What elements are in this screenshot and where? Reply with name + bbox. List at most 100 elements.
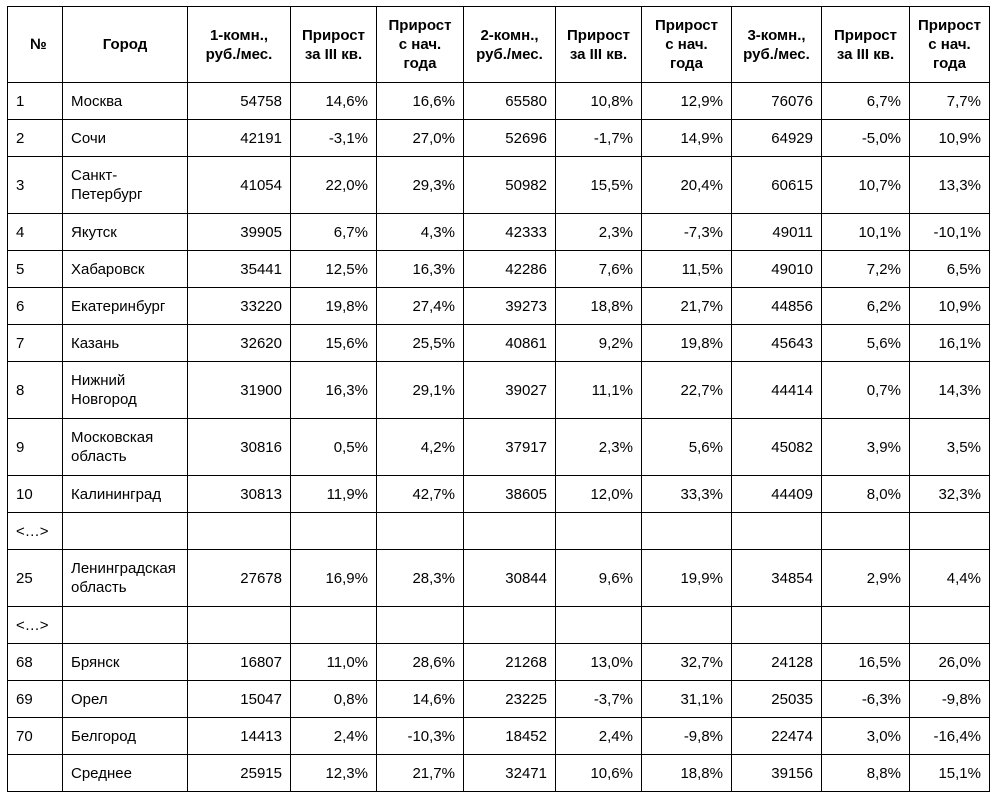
cell-1room-price: 25915	[187, 754, 291, 792]
cell-city	[62, 512, 188, 550]
cell-2room-q3-growth: 2,4%	[555, 717, 642, 755]
cell-rank: 69	[7, 680, 63, 718]
cell-2room-ytd-growth: 18,8%	[641, 754, 732, 792]
cell-1room-ytd-growth	[376, 512, 464, 550]
cell-city: Среднее	[62, 754, 188, 792]
column-header-1room-q3-growth: Прирост за III кв.	[290, 6, 377, 83]
column-header-3room-price: 3-комн., руб./мес.	[731, 6, 822, 83]
table-row: 68 Брянск 16807 11,0% 28,6% 21268 13,0% 32,7% 24…	[7, 643, 990, 681]
column-header-3room-q3-growth: Прирост за III кв.	[821, 6, 910, 83]
cell-1room-ytd-growth: 4,3%	[376, 213, 464, 251]
column-header-1room-ytd-growth: Прирост с нач. года	[376, 6, 464, 83]
rent-table: № Город 1-комн., руб./мес. Прирост за III к…	[7, 6, 990, 792]
cell-city: Казань	[62, 324, 188, 362]
cell-2room-price: 42333	[463, 213, 556, 251]
cell-2room-ytd-growth: 32,7%	[641, 643, 732, 681]
cell-3room-ytd-growth: 32,3%	[909, 475, 990, 513]
cell-2room-ytd-growth	[641, 606, 732, 644]
cell-1room-q3-growth: 2,4%	[290, 717, 377, 755]
cell-1room-ytd-growth: 29,1%	[376, 361, 464, 419]
cell-1room-ytd-growth: 21,7%	[376, 754, 464, 792]
cell-3room-q3-growth: 8,0%	[821, 475, 910, 513]
cell-2room-price: 18452	[463, 717, 556, 755]
cell-1room-price: 15047	[187, 680, 291, 718]
cell-3room-ytd-growth: 10,9%	[909, 119, 990, 157]
table-row: 70 Белгород 14413 2,4% -10,3% 18452 2,4% -9,8% 2…	[7, 717, 990, 755]
table-row: 7 Казань 32620 15,6% 25,5% 40861 9,2% 19,8% 4564…	[7, 324, 990, 362]
column-header-2room-ytd-growth: Прирост с нач. года	[641, 6, 732, 83]
cell-city: Санкт-Петербург	[62, 156, 188, 214]
cell-3room-q3-growth: 0,7%	[821, 361, 910, 419]
cell-2room-q3-growth: 18,8%	[555, 287, 642, 325]
cell-3room-ytd-growth: 16,1%	[909, 324, 990, 362]
cell-2room-price	[463, 606, 556, 644]
cell-3room-q3-growth: 10,1%	[821, 213, 910, 251]
cell-3room-q3-growth: 3,0%	[821, 717, 910, 755]
cell-1room-ytd-growth: 29,3%	[376, 156, 464, 214]
cell-2room-ytd-growth: 12,9%	[641, 82, 732, 120]
cell-1room-price	[187, 512, 291, 550]
cell-3room-q3-growth: -5,0%	[821, 119, 910, 157]
cell-rank: 6	[7, 287, 63, 325]
column-header-1room-price: 1-комн., руб./мес.	[187, 6, 291, 83]
cell-3room-price: 49010	[731, 250, 822, 288]
cell-2room-price: 37917	[463, 418, 556, 476]
cell-2room-q3-growth: 9,2%	[555, 324, 642, 362]
cell-2room-q3-growth: 10,6%	[555, 754, 642, 792]
cell-2room-price: 32471	[463, 754, 556, 792]
table-row: 69 Орел 15047 0,8% 14,6% 23225 -3,7% 31,1% 25035…	[7, 680, 990, 718]
cell-2room-ytd-growth: 14,9%	[641, 119, 732, 157]
gap-row: <…>	[7, 606, 990, 644]
cell-2room-q3-growth: 15,5%	[555, 156, 642, 214]
cell-rank: 7	[7, 324, 63, 362]
cell-3room-ytd-growth: 6,5%	[909, 250, 990, 288]
cell-rank: 5	[7, 250, 63, 288]
cell-2room-price	[463, 512, 556, 550]
cell-3room-q3-growth: -6,3%	[821, 680, 910, 718]
cell-2room-ytd-growth: 21,7%	[641, 287, 732, 325]
column-header-city: Город	[62, 6, 188, 83]
cell-2room-q3-growth: 13,0%	[555, 643, 642, 681]
cell-city	[62, 606, 188, 644]
cell-2room-q3-growth	[555, 512, 642, 550]
average-row: Среднее 25915 12,3% 21,7% 32471 10,6% 18,8% 391…	[7, 754, 990, 792]
cell-3room-price: 44856	[731, 287, 822, 325]
cell-3room-price: 44409	[731, 475, 822, 513]
cell-2room-price: 42286	[463, 250, 556, 288]
cell-2room-price: 39273	[463, 287, 556, 325]
cell-3room-ytd-growth	[909, 512, 990, 550]
cell-2room-q3-growth: 9,6%	[555, 549, 642, 607]
cell-1room-price: 54758	[187, 82, 291, 120]
cell-3room-q3-growth	[821, 512, 910, 550]
cell-rank: <…>	[7, 512, 63, 550]
cell-2room-ytd-growth: 19,8%	[641, 324, 732, 362]
cell-city: Москва	[62, 82, 188, 120]
table-body: 1 Москва 54758 14,6% 16,6% 65580 10,8% 12,9% 760…	[7, 82, 990, 792]
cell-2room-q3-growth: 7,6%	[555, 250, 642, 288]
cell-rank: 10	[7, 475, 63, 513]
cell-2room-ytd-growth: 11,5%	[641, 250, 732, 288]
cell-2room-q3-growth: -1,7%	[555, 119, 642, 157]
cell-1room-price: 30816	[187, 418, 291, 476]
cell-2room-price: 30844	[463, 549, 556, 607]
cell-city: Калининград	[62, 475, 188, 513]
cell-3room-price	[731, 512, 822, 550]
cell-3room-ytd-growth: 7,7%	[909, 82, 990, 120]
cell-2room-ytd-growth: 19,9%	[641, 549, 732, 607]
cell-1room-price: 35441	[187, 250, 291, 288]
cell-1room-price: 27678	[187, 549, 291, 607]
cell-2room-price: 21268	[463, 643, 556, 681]
cell-3room-price: 45643	[731, 324, 822, 362]
cell-1room-ytd-growth: 14,6%	[376, 680, 464, 718]
cell-city: Орел	[62, 680, 188, 718]
cell-1room-price: 32620	[187, 324, 291, 362]
cell-1room-ytd-growth: 4,2%	[376, 418, 464, 476]
cell-3room-ytd-growth: 26,0%	[909, 643, 990, 681]
cell-rank: <…>	[7, 606, 63, 644]
cell-3room-price: 60615	[731, 156, 822, 214]
cell-2room-price: 52696	[463, 119, 556, 157]
cell-2room-q3-growth: -3,7%	[555, 680, 642, 718]
cell-1room-ytd-growth: 28,6%	[376, 643, 464, 681]
cell-1room-price: 16807	[187, 643, 291, 681]
cell-2room-price: 23225	[463, 680, 556, 718]
